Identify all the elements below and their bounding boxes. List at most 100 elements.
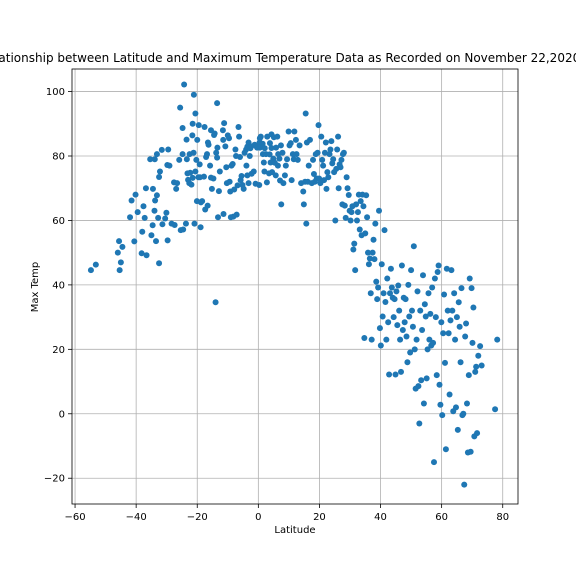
data-point xyxy=(335,185,342,192)
data-point xyxy=(127,214,134,221)
data-point xyxy=(347,217,354,224)
y-tick-label: 100 xyxy=(46,87,65,98)
data-point xyxy=(360,203,367,210)
data-point xyxy=(300,201,307,208)
data-point xyxy=(158,146,165,153)
data-point xyxy=(171,221,178,228)
data-point xyxy=(375,284,382,291)
data-point xyxy=(163,209,170,216)
data-point xyxy=(465,372,472,379)
data-point xyxy=(366,255,373,262)
data-point xyxy=(155,214,162,221)
data-point xyxy=(148,232,155,239)
data-point xyxy=(193,156,200,163)
data-point xyxy=(92,261,99,268)
data-point xyxy=(281,172,288,179)
data-point xyxy=(256,182,263,188)
data-point xyxy=(261,145,268,152)
data-point xyxy=(391,296,398,303)
data-point xyxy=(189,120,196,127)
data-point xyxy=(214,144,221,151)
data-point xyxy=(392,371,399,378)
data-point xyxy=(401,319,408,326)
data-point xyxy=(220,136,227,143)
data-point xyxy=(266,151,273,158)
data-point xyxy=(259,140,266,147)
data-point xyxy=(406,313,413,320)
data-point xyxy=(116,238,123,245)
data-point xyxy=(421,301,428,308)
data-point xyxy=(272,172,279,179)
data-point xyxy=(190,149,197,156)
data-point xyxy=(468,285,475,292)
data-point xyxy=(212,299,219,306)
data-point xyxy=(274,133,281,140)
data-point xyxy=(334,146,341,153)
data-point xyxy=(210,175,217,182)
data-point xyxy=(403,333,410,340)
data-point xyxy=(430,459,437,466)
data-point xyxy=(277,142,284,149)
data-point xyxy=(370,236,377,243)
data-point xyxy=(395,282,402,289)
data-point xyxy=(128,197,135,204)
data-point xyxy=(455,299,462,306)
data-point xyxy=(316,175,323,182)
data-point xyxy=(200,173,207,180)
data-point xyxy=(398,368,405,375)
data-point xyxy=(232,146,239,153)
data-point xyxy=(192,168,199,175)
data-point xyxy=(423,375,430,382)
data-point xyxy=(393,288,400,295)
data-point xyxy=(159,221,166,228)
data-point xyxy=(315,122,322,129)
data-point xyxy=(293,151,300,158)
data-point xyxy=(284,156,291,163)
data-point xyxy=(387,265,394,272)
data-point xyxy=(457,359,464,366)
data-point xyxy=(166,162,173,169)
x-tick-label: 20 xyxy=(313,512,326,523)
data-point xyxy=(363,192,370,199)
data-point xyxy=(318,133,325,140)
data-point xyxy=(461,481,468,488)
data-point xyxy=(266,140,273,147)
data-point xyxy=(273,144,280,151)
data-point xyxy=(447,317,454,324)
data-point xyxy=(305,162,312,169)
data-point xyxy=(278,201,285,208)
data-point xyxy=(453,314,460,321)
data-point xyxy=(424,346,431,353)
data-point xyxy=(411,346,418,353)
data-point xyxy=(188,181,195,188)
data-point xyxy=(364,214,371,221)
data-point xyxy=(87,267,94,274)
data-point xyxy=(183,156,190,163)
data-point xyxy=(321,177,328,184)
data-point xyxy=(250,168,257,175)
data-point xyxy=(438,319,445,326)
data-point xyxy=(306,136,313,143)
data-point xyxy=(179,151,186,158)
data-point xyxy=(236,133,243,140)
data-point xyxy=(381,227,388,234)
data-point xyxy=(354,209,361,216)
data-point xyxy=(153,192,160,199)
data-point xyxy=(201,124,208,130)
data-point xyxy=(268,144,275,151)
data-point xyxy=(456,323,463,330)
data-point xyxy=(276,155,283,162)
data-point xyxy=(390,314,397,321)
data-point xyxy=(162,215,169,222)
data-point xyxy=(342,214,349,221)
data-point xyxy=(386,371,393,378)
data-point xyxy=(435,262,442,269)
data-point xyxy=(394,322,401,329)
data-point xyxy=(180,226,187,233)
data-point xyxy=(436,381,443,388)
data-point xyxy=(314,149,321,156)
y-axis-label: Max Temp xyxy=(30,262,41,313)
data-point xyxy=(437,401,444,408)
data-point xyxy=(164,237,171,244)
data-point xyxy=(418,377,425,384)
